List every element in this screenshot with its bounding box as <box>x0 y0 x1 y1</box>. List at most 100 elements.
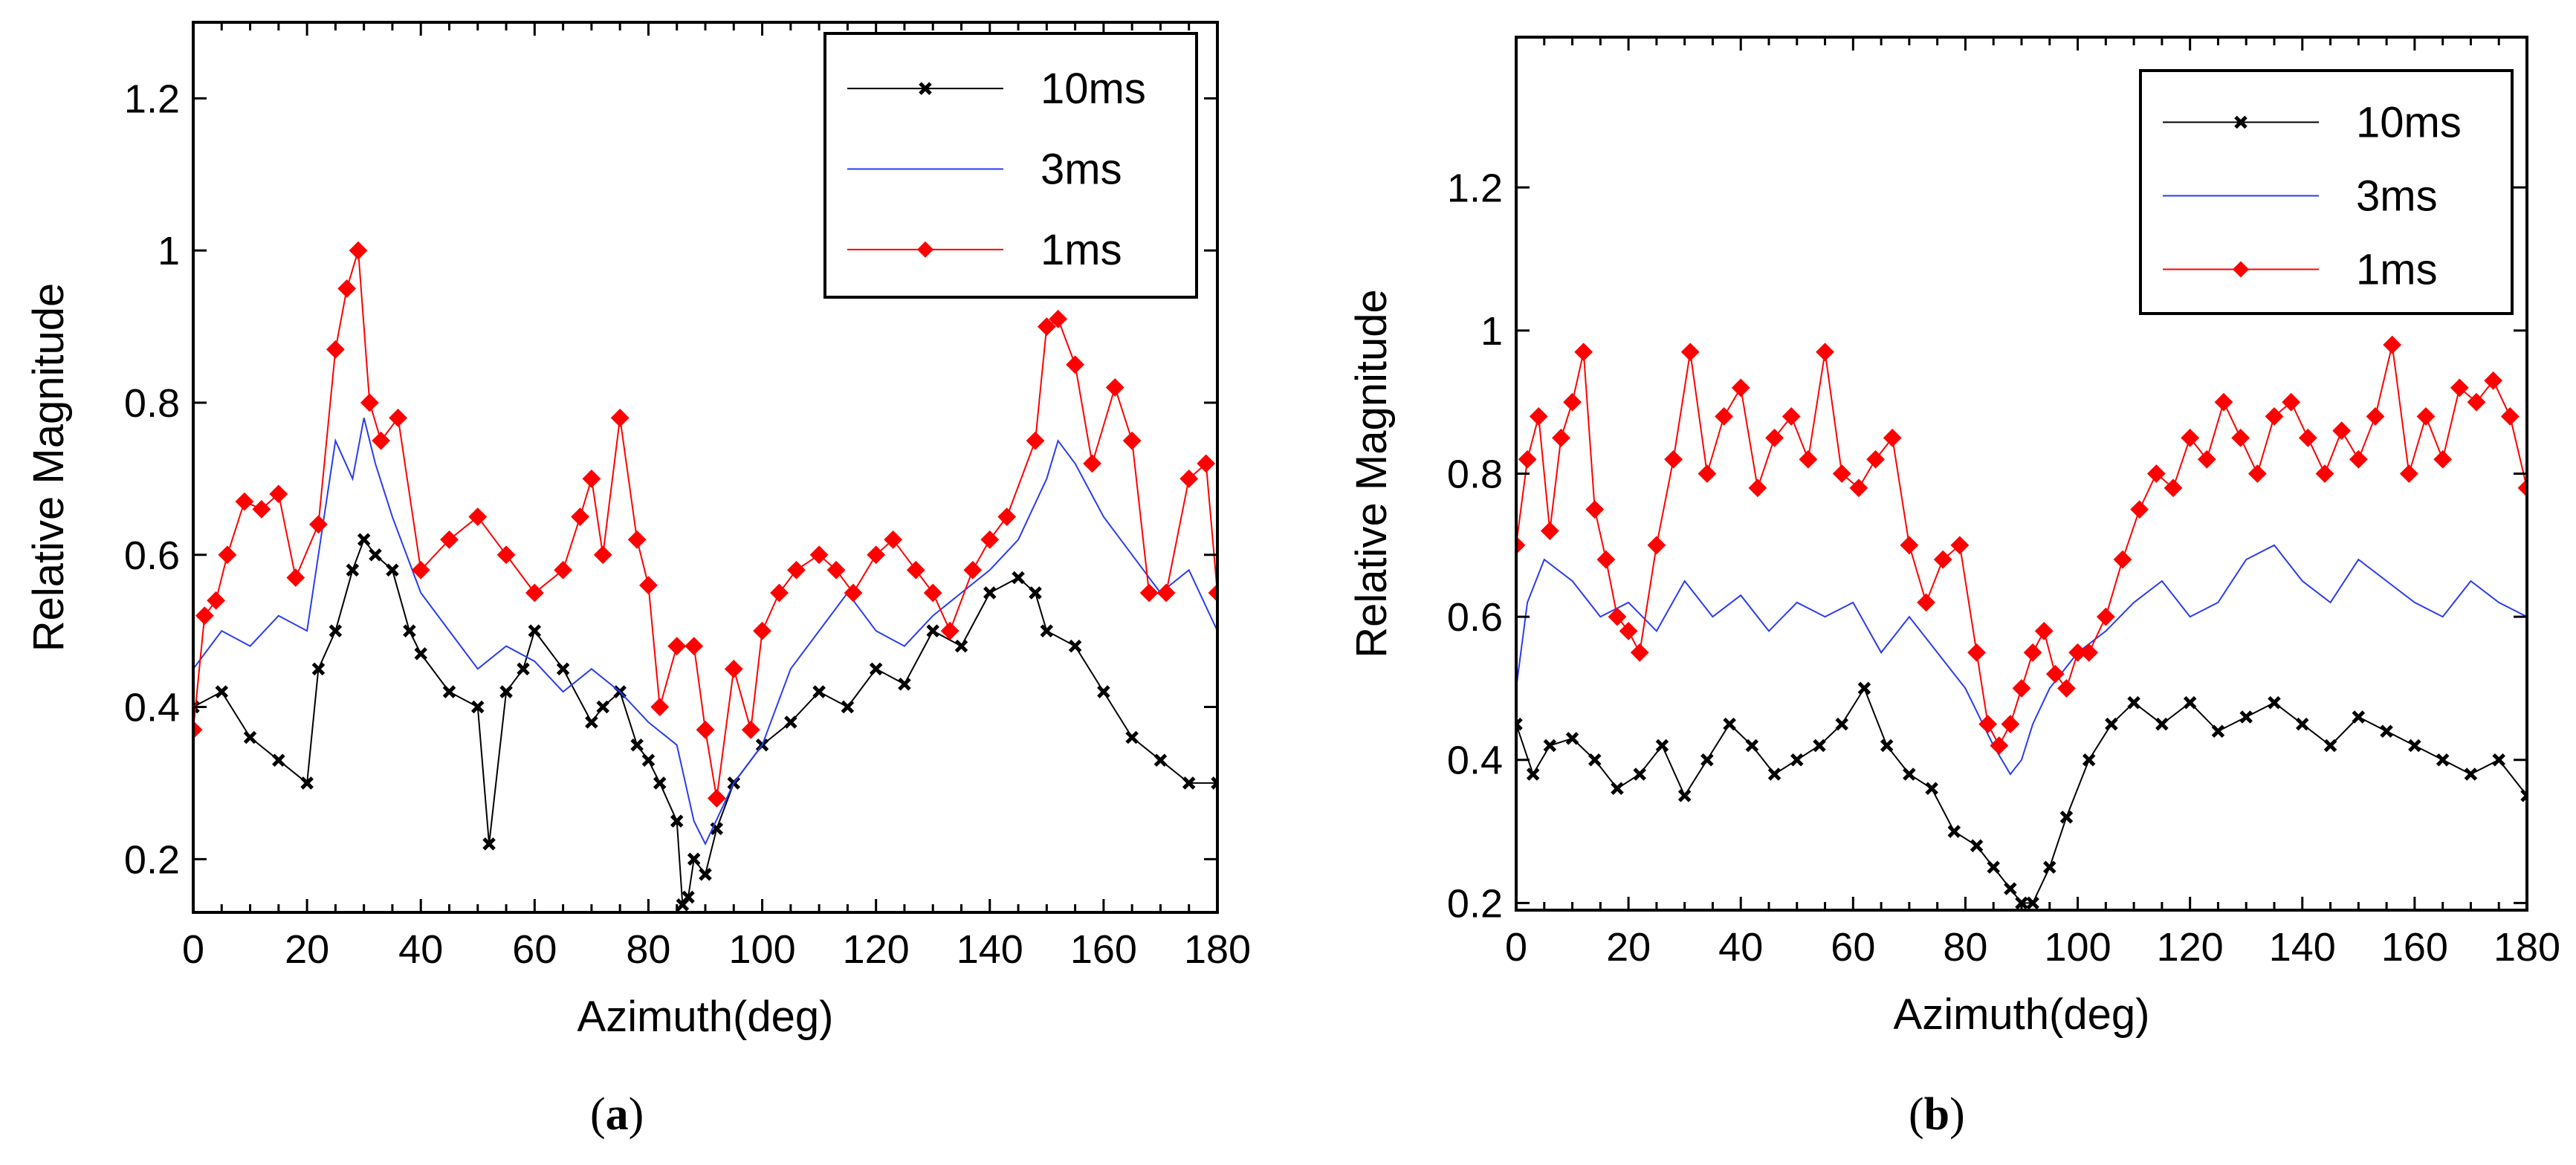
legend-marker-1ms <box>917 241 933 258</box>
y-tick-label: 0.8 <box>1447 452 1503 497</box>
point-1ms <box>1083 454 1101 473</box>
point-1ms <box>1552 428 1570 447</box>
y-tick-label: 0.4 <box>1447 739 1503 783</box>
point-1ms <box>884 530 903 549</box>
point-1ms <box>787 560 806 580</box>
point-10ms <box>1543 739 1557 753</box>
point-10ms <box>1767 768 1781 781</box>
point-10ms <box>1526 768 1540 781</box>
point-10ms <box>300 776 314 790</box>
point-1ms <box>741 720 760 739</box>
x-tick-label: 40 <box>398 927 443 972</box>
point-10ms <box>1987 860 2000 874</box>
point-1ms <box>2001 715 2020 734</box>
point-1ms <box>235 492 254 511</box>
point-1ms <box>269 484 288 504</box>
point-1ms <box>2484 371 2503 390</box>
point-10ms <box>1790 753 1804 767</box>
x-tick-label: 180 <box>2494 925 2560 970</box>
point-10ms <box>499 685 513 698</box>
y-axis-label: Relative Magnitude <box>1347 289 1396 658</box>
point-1ms <box>2096 607 2115 626</box>
point-1ms <box>1816 343 1834 362</box>
point-10ms <box>2296 717 2309 731</box>
point-1ms <box>349 241 368 260</box>
point-1ms <box>2231 428 2250 447</box>
point-1ms <box>582 469 601 488</box>
point-10ms <box>193 700 200 714</box>
point-1ms <box>525 583 544 603</box>
point-10ms <box>1700 753 1714 767</box>
point-1ms <box>1967 643 1986 662</box>
point-10ms <box>329 624 343 637</box>
x-tick-label: 160 <box>2381 925 2448 970</box>
point-1ms <box>195 606 214 626</box>
point-1ms <box>2450 378 2469 397</box>
x-tick-label: 0 <box>1505 925 1527 970</box>
point-10ms <box>2520 789 2527 802</box>
legend-label-3ms: 3ms <box>2356 172 2438 221</box>
point-1ms <box>372 431 391 450</box>
point-10ms <box>215 685 229 698</box>
point-10ms <box>869 662 883 676</box>
point-10ms <box>1655 739 1669 753</box>
point-1ms <box>1139 583 1159 603</box>
point-1ms <box>2282 392 2301 412</box>
point-1ms <box>724 659 743 678</box>
point-1ms <box>309 515 328 534</box>
point-1ms <box>1179 469 1199 488</box>
point-10ms <box>1970 839 1984 853</box>
point-1ms <box>923 583 942 603</box>
panel-letter-b: b <box>1923 1089 1950 1140</box>
legend-label-1ms: 1ms <box>1041 226 1122 274</box>
x-tick-label: 180 <box>1184 927 1251 972</box>
point-10ms <box>2105 717 2118 731</box>
point-10ms <box>1040 624 1054 637</box>
point-10ms <box>1925 782 1938 796</box>
point-10ms <box>926 624 939 637</box>
point-1ms <box>218 545 237 565</box>
point-10ms <box>1516 717 1523 731</box>
point-10ms <box>2183 695 2197 710</box>
point-10ms <box>585 715 598 729</box>
point-10ms <box>1677 789 1692 802</box>
x-tick-label: 0 <box>182 927 204 972</box>
point-10ms <box>2155 717 2169 731</box>
y-tick-label: 1 <box>1480 309 1503 354</box>
x-tick-label: 20 <box>1606 925 1651 970</box>
point-1ms <box>2349 450 2368 469</box>
point-1ms <box>2197 450 2216 469</box>
point-1ms <box>496 545 516 565</box>
point-10ms <box>954 639 968 653</box>
legend: 10ms 3ms 1ms <box>2139 69 2514 315</box>
legend-label-1ms: 1ms <box>2356 246 2438 294</box>
point-10ms <box>2464 768 2478 781</box>
point-10ms <box>1611 782 1624 796</box>
point-1ms <box>1832 464 1851 483</box>
point-10ms <box>403 624 416 637</box>
point-10ms <box>670 814 684 828</box>
point-1ms <box>2467 392 2486 412</box>
x-tick-label: 40 <box>1718 925 1763 970</box>
point-1ms <box>1208 583 1217 603</box>
point-1ms <box>2366 407 2385 426</box>
point-10ms <box>1633 768 1646 781</box>
point-1ms <box>667 637 687 656</box>
legend-label-10ms: 10ms <box>2356 99 2462 147</box>
point-1ms <box>1608 607 1627 626</box>
point-10ms <box>482 837 496 851</box>
point-10ms <box>272 753 285 767</box>
point-10ms <box>517 662 530 676</box>
y-tick-label: 1.2 <box>1447 166 1503 210</box>
x-tick-label: 120 <box>843 927 910 972</box>
point-10ms <box>1068 639 1082 653</box>
point-10ms <box>2268 695 2281 710</box>
plot-area <box>1516 335 2527 910</box>
point-1ms <box>940 621 959 640</box>
point-1ms <box>207 591 226 610</box>
series-line-1ms <box>193 250 1217 799</box>
point-1ms <box>1866 450 1885 469</box>
point-1ms <box>2383 335 2402 354</box>
point-10ms <box>2026 896 2039 910</box>
